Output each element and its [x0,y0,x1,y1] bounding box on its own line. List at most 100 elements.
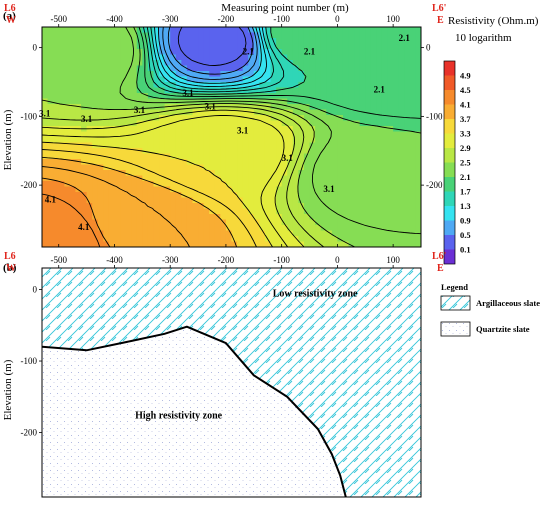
field-cell [136,230,143,237]
field-cell [415,241,421,247]
field-cell [292,241,299,247]
contour-line [42,193,101,247]
field-cell [142,71,149,78]
field-cell [309,208,316,215]
field-cell [120,137,127,144]
field-cell [192,225,199,232]
field-cell [376,82,383,89]
field-cell [81,60,88,67]
field-cell [376,170,383,177]
field-cell [42,49,49,56]
field-cell [170,181,177,188]
x-tick-label: -400 [106,255,123,265]
field-cell [92,192,99,199]
field-cell [264,164,272,171]
field-cell [404,175,411,182]
field-cell [365,87,372,94]
field-cell [170,109,177,116]
field-cell [198,214,205,221]
field-cell [370,153,378,160]
field-cell [354,32,361,39]
field-cell [186,230,194,237]
field-cell [136,71,143,78]
field-cell [404,214,411,221]
field-cell [365,49,372,56]
field-cell [248,175,255,182]
field-cell [415,120,421,127]
field-cell [331,203,338,210]
panel-b-start-line: L6 [4,251,16,262]
field-cell [47,104,54,111]
field-cell [125,164,132,171]
field-cell [192,38,199,45]
field-cell [354,98,361,105]
field-cell [170,214,177,221]
field-cell [142,175,149,182]
field-cell [92,214,99,221]
field-cell [53,181,60,188]
field-cell [81,38,88,45]
field-cell [136,203,143,210]
field-cell [214,38,221,45]
field-cell [58,230,65,237]
field-cell [287,148,294,155]
field-cell [348,104,355,111]
field-cell [242,76,249,83]
field-cell [192,142,199,149]
field-cell [320,192,327,199]
field-cell [159,38,166,45]
field-cell [120,236,127,243]
field-cell [209,60,216,67]
field-cell [142,38,149,45]
field-cell [125,142,132,149]
field-cell [303,241,311,247]
panel-a-y-title: Elevation (m) [2,109,14,170]
field-cell [175,230,182,237]
field-cell [114,76,121,83]
field-cell [75,203,82,210]
field-cell [214,82,221,89]
field-cell [225,142,233,149]
field-cell [53,76,60,83]
field-cell [276,148,283,155]
field-cell [370,109,378,116]
field-cell [153,98,160,105]
field-cell [337,241,344,247]
field-cell [365,175,372,182]
field-cell [342,225,350,232]
field-cell [58,27,65,34]
field-cell [231,120,238,127]
field-cell [164,65,171,72]
field-cell [342,164,350,171]
field-cell [120,203,127,210]
field-cell [81,137,88,144]
field-cell [287,76,294,83]
field-cell [147,54,155,61]
field-cell [292,104,299,111]
field-cell [108,87,116,94]
field-cell [181,148,188,155]
field-cell [69,225,77,232]
field-cell [248,76,255,83]
field-cell [287,71,294,78]
field-cell [248,186,255,193]
field-cell [42,60,49,67]
field-cell [393,98,400,105]
field-cell [114,126,121,133]
field-cell [86,71,93,78]
field-cell [359,65,366,72]
field-cell [242,137,249,144]
field-cell [398,214,405,221]
field-cell [387,49,394,56]
field-cell [354,126,361,133]
field-cell [348,109,355,116]
field-cell [69,32,77,39]
field-cell [253,214,260,221]
field-cell [398,241,405,247]
field-cell [203,32,210,39]
field-cell [281,142,288,149]
field-cell [81,197,88,204]
field-cell [108,98,116,105]
field-cell [292,87,299,94]
field-cell [198,126,205,133]
